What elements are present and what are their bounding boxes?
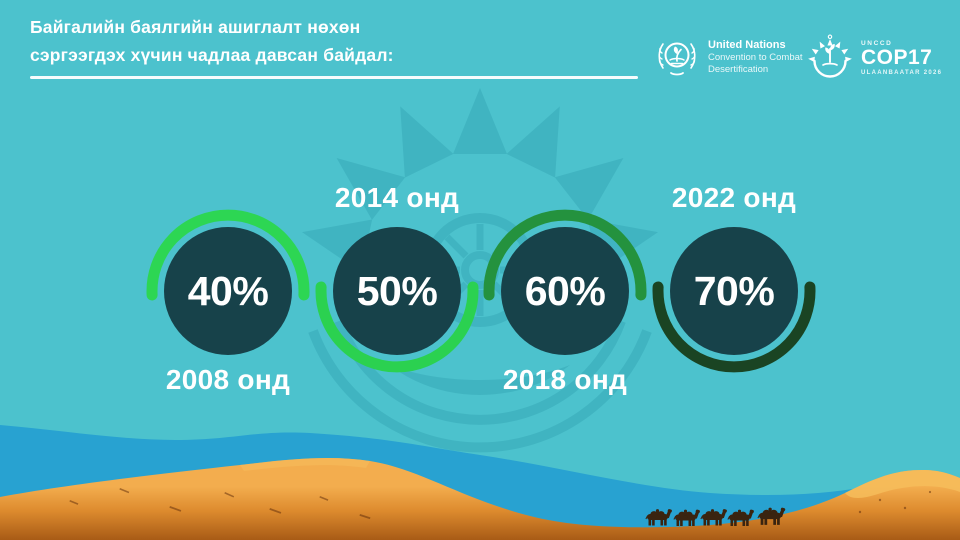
- stat-bubble: 40%: [164, 227, 292, 355]
- cop17-org: UNCCD: [861, 40, 893, 48]
- cop17-logo: UNCCD COP17 ULAANBAATAR 2026: [806, 34, 942, 82]
- progress-arc-icon: [483, 209, 647, 301]
- desert-landscape: [0, 425, 960, 540]
- progress-arc-icon: [315, 281, 479, 373]
- title-line-2: сэргээгдэх хүчин чадлаа давсан байдал:: [30, 45, 394, 66]
- dune-speckles: [69, 488, 932, 520]
- stat-year-label: 2022 онд: [671, 182, 797, 213]
- title-underline: [30, 76, 638, 79]
- stat-value: 70%: [693, 267, 775, 314]
- stat-group-2014: 50% 2014 онд: [312, 180, 482, 415]
- page-title: Байгалийн баялгийн ашиглалт нөхөн сэргээ…: [30, 13, 650, 70]
- title-line-1: Байгалийн баялгийн ашиглалт нөхөн: [30, 17, 361, 37]
- progress-arc-icon: [652, 281, 816, 373]
- cop17-title: COP17: [861, 46, 933, 70]
- dune-highlight-left: [240, 458, 370, 471]
- stat-value: 50%: [356, 267, 438, 314]
- un-logo-sub2: Desertification: [708, 63, 769, 75]
- un-logo-name: United Nations: [708, 38, 786, 51]
- cop17-emblem-icon: [808, 34, 852, 78]
- stat-year-label: 2014 онд: [334, 182, 460, 213]
- dune-highlight-right: [845, 470, 960, 498]
- un-cc-desertification-logo: United Nations Convention to Combat Dese…: [654, 34, 803, 80]
- un-logo-sub1: Convention to Combat: [708, 52, 803, 64]
- un-emblem-icon: [658, 42, 696, 76]
- stat-value: 40%: [187, 267, 269, 314]
- stat-bubble: 60%: [501, 227, 629, 355]
- un-logo-text: United Nations Convention to Combat Dese…: [708, 39, 803, 76]
- cop17-logo-text: UNCCD COP17 ULAANBAATAR 2026: [861, 40, 942, 75]
- stat-group-2018: 60% 2018 онд: [480, 180, 650, 415]
- stat-year-label: 2008 онд: [165, 364, 291, 395]
- progress-arc-icon: [146, 209, 310, 301]
- stat-bubble: 70%: [670, 227, 798, 355]
- stat-year-label: 2018 онд: [502, 364, 628, 395]
- stat-value: 60%: [524, 267, 606, 314]
- stat-group-2008: 40% 2008 онд: [143, 180, 313, 415]
- dunes-shape: [0, 458, 960, 540]
- stat-group-2022: 70% 2022 онд: [649, 180, 819, 415]
- stat-bubble: 50%: [333, 227, 461, 355]
- cop17-subtitle: ULAANBAATAR 2026: [861, 69, 943, 76]
